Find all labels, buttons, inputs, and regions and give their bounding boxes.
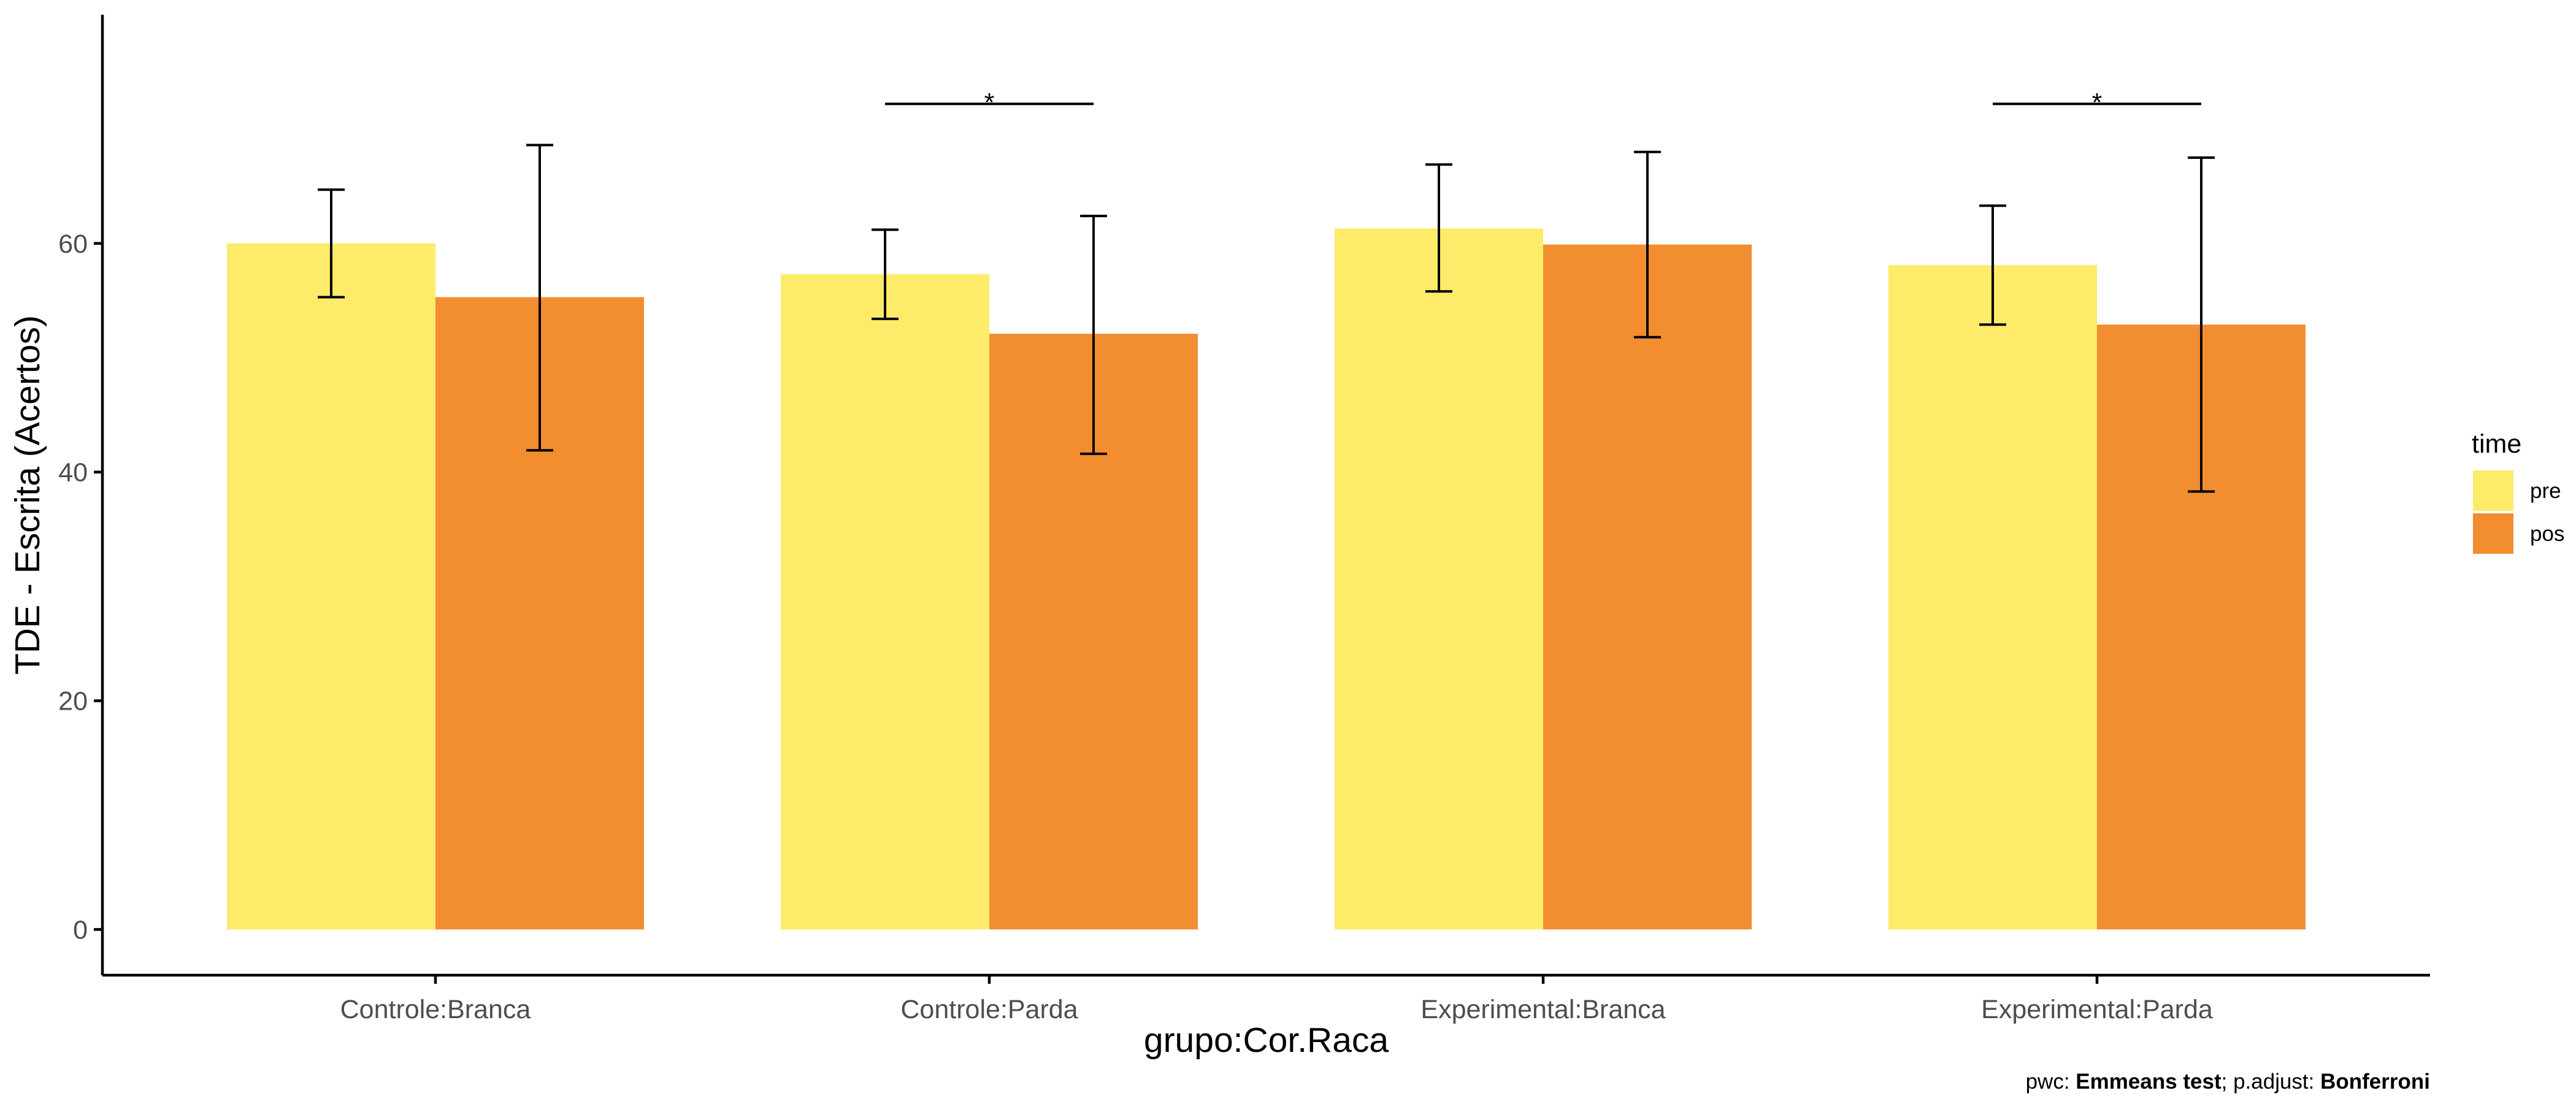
y-axis-title: TDE - Escrita (Acertos) — [8, 315, 47, 675]
x-tick-label: Controle:Branca — [340, 995, 531, 1024]
x-tick-label: Controle:Parda — [900, 995, 1078, 1024]
error-bar-pos-1 — [1080, 215, 1107, 455]
legend-label-pos: pos — [2530, 522, 2564, 546]
significance-label: * — [984, 88, 995, 117]
legend: time pre pos — [2472, 429, 2564, 554]
error-bar-pre-0 — [318, 188, 345, 299]
x-ticks: Controle:Branca Controle:Parda Experimenta… — [340, 975, 2213, 1024]
error-bar-pre-3 — [1979, 204, 2006, 326]
legend-swatch-pre — [2473, 470, 2513, 511]
significance-bracket-0: * — [885, 88, 1094, 117]
error-bar-pre-1 — [872, 228, 899, 320]
axes-layer — [101, 15, 2430, 977]
legend-item-pre: pre — [2473, 470, 2561, 511]
legend-items: pre pos — [2473, 470, 2564, 554]
error-bar-pre-2 — [1425, 163, 1452, 293]
legend-title: time — [2472, 429, 2521, 459]
error-bars-layer — [318, 144, 2215, 493]
x-axis-title: grupo:Cor.Raca — [1144, 1021, 1389, 1060]
x-tick-label: Experimental:Branca — [1420, 995, 1665, 1024]
y-tick-label: 40 — [58, 458, 88, 488]
significance-layer: * * — [885, 88, 2201, 117]
bar-pre-1 — [781, 274, 989, 930]
caption-middle: ; p.adjust: — [2221, 1070, 2320, 1094]
significance-label: * — [2092, 88, 2103, 117]
caption-prefix: pwc: — [2026, 1070, 2076, 1094]
bar-pre-2 — [1335, 228, 1543, 930]
y-tick-label: 0 — [73, 915, 88, 945]
y-ticks: 0 20 40 60 — [58, 229, 102, 945]
legend-item-pos: pos — [2473, 513, 2564, 554]
error-bar-pos-3 — [2188, 156, 2215, 493]
y-tick-label: 60 — [58, 229, 88, 259]
error-bar-pos-0 — [526, 144, 553, 452]
significance-bracket-1: * — [1993, 88, 2201, 117]
bar-pre-0 — [227, 243, 435, 930]
bars-layer — [227, 228, 2306, 930]
legend-swatch-pos — [2473, 513, 2513, 554]
error-bar-pos-2 — [1634, 150, 1661, 339]
bar-pos-2 — [1543, 244, 1752, 930]
caption: pwc: Emmeans test; p.adjust: Bonferroni — [2026, 1070, 2430, 1094]
legend-label-pre: pre — [2530, 479, 2561, 503]
caption-adjust: Bonferroni — [2320, 1070, 2430, 1094]
y-tick-label: 20 — [58, 687, 88, 716]
x-tick-label: Experimental:Parda — [1981, 995, 2213, 1024]
bar-pre-3 — [1888, 265, 2097, 930]
caption-test: Emmeans test — [2076, 1070, 2221, 1094]
